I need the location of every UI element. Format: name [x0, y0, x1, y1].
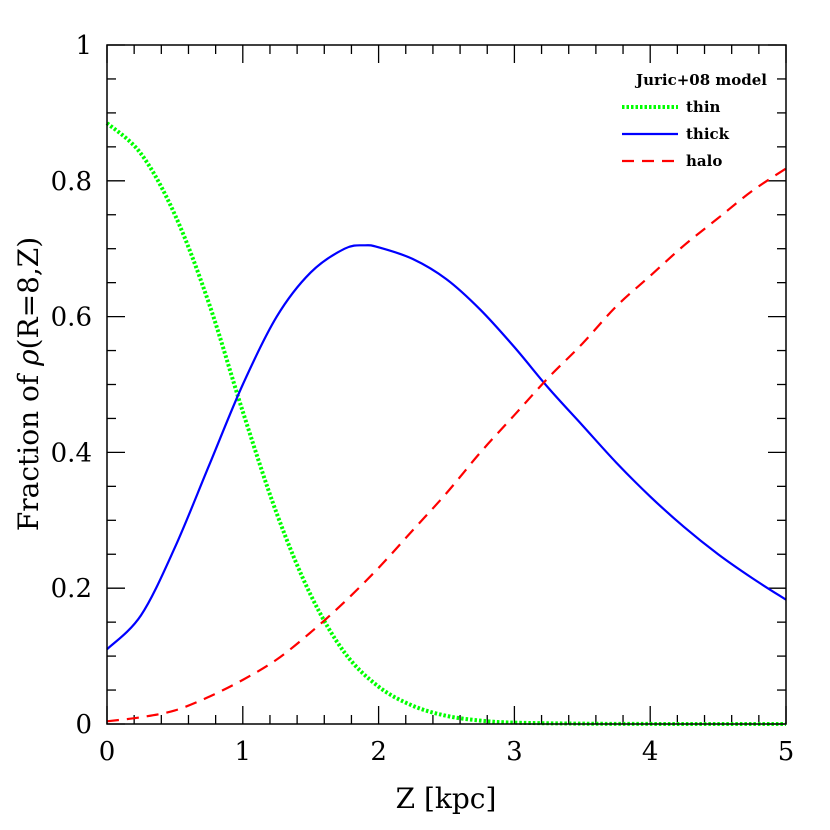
series-line-halo [106, 167, 787, 723]
x-tick-label: 3 [506, 737, 523, 767]
y-tick-label: 1 [75, 31, 92, 61]
x-tick-label: 5 [778, 737, 795, 767]
legend: Juric+08 model thin thick halo [622, 71, 767, 170]
y-tick-label: 0.8 [51, 167, 92, 197]
x-axis-label: Z [kpc] [396, 782, 497, 815]
y-tick-label: 0.2 [51, 574, 92, 604]
y-axis-label-suffix: (R=8,Z) [12, 237, 45, 350]
y-axis-label-prefix: Fraction of [12, 366, 45, 531]
x-tick-label: 2 [370, 737, 387, 767]
legend-label-halo: halo [686, 152, 722, 170]
legend-label-thin: thin [686, 98, 721, 116]
ticks-group [106, 44, 787, 725]
x-tick-label: 0 [99, 737, 116, 767]
x-tick-label: 4 [642, 737, 659, 767]
plot-frame [106, 44, 787, 725]
series-layer [105, 121, 787, 727]
y-tick-label: 0.6 [51, 303, 92, 333]
x-tick-label: 1 [235, 737, 252, 767]
tick-labels-group: 0 1 2 3 4 5 0 0.2 0.4 0.6 0.8 1 [51, 31, 795, 767]
legend-title: Juric+08 model [634, 71, 767, 89]
series-line-thick [106, 244, 787, 651]
y-tick-label: 0.4 [51, 438, 92, 468]
y-axis-label: Fraction of ρ(R=8,Z) [12, 237, 45, 531]
y-tick-label: 0 [75, 710, 92, 740]
y-axis-label-symbol: ρ [12, 349, 45, 367]
legend-label-thick: thick [686, 125, 730, 143]
series-line-thin [105, 121, 787, 727]
